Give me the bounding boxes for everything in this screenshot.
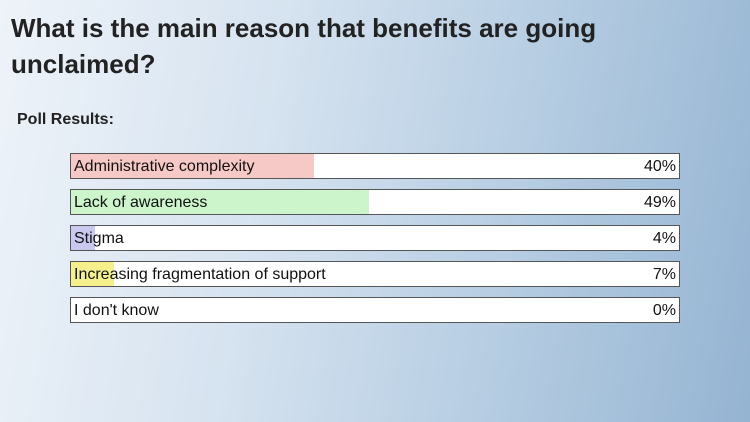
poll-row: Stigma 4%	[70, 225, 680, 251]
value-label: 40%	[643, 158, 676, 175]
value-label: 4%	[652, 230, 676, 247]
category-label: Increasing fragmentation of support	[74, 266, 326, 283]
bar	[71, 154, 315, 178]
poll-row: Lack of awareness 49%	[70, 189, 680, 215]
poll-rows: Administrative complexity 40% Lack of awar…	[70, 153, 680, 333]
poll-row: Increasing fragmentation of support 7%	[70, 261, 680, 287]
bar	[71, 226, 96, 250]
value-label: 0%	[652, 302, 676, 319]
category-label: I don't know	[74, 302, 159, 319]
poll-row: Administrative complexity 40%	[70, 153, 680, 179]
bar	[71, 262, 114, 286]
value-label: 49%	[643, 194, 676, 211]
chart-subtitle: Poll Results:	[17, 111, 114, 128]
value-label: 7%	[652, 266, 676, 283]
category-label: Lack of awareness	[74, 194, 208, 211]
bar	[71, 190, 369, 214]
category-label: Administrative complexity	[74, 158, 255, 175]
poll-row: I don't know 0%	[70, 297, 680, 323]
category-label: Stigma	[74, 230, 124, 247]
chart-title: What is the main reason that benefits ar…	[11, 13, 597, 79]
